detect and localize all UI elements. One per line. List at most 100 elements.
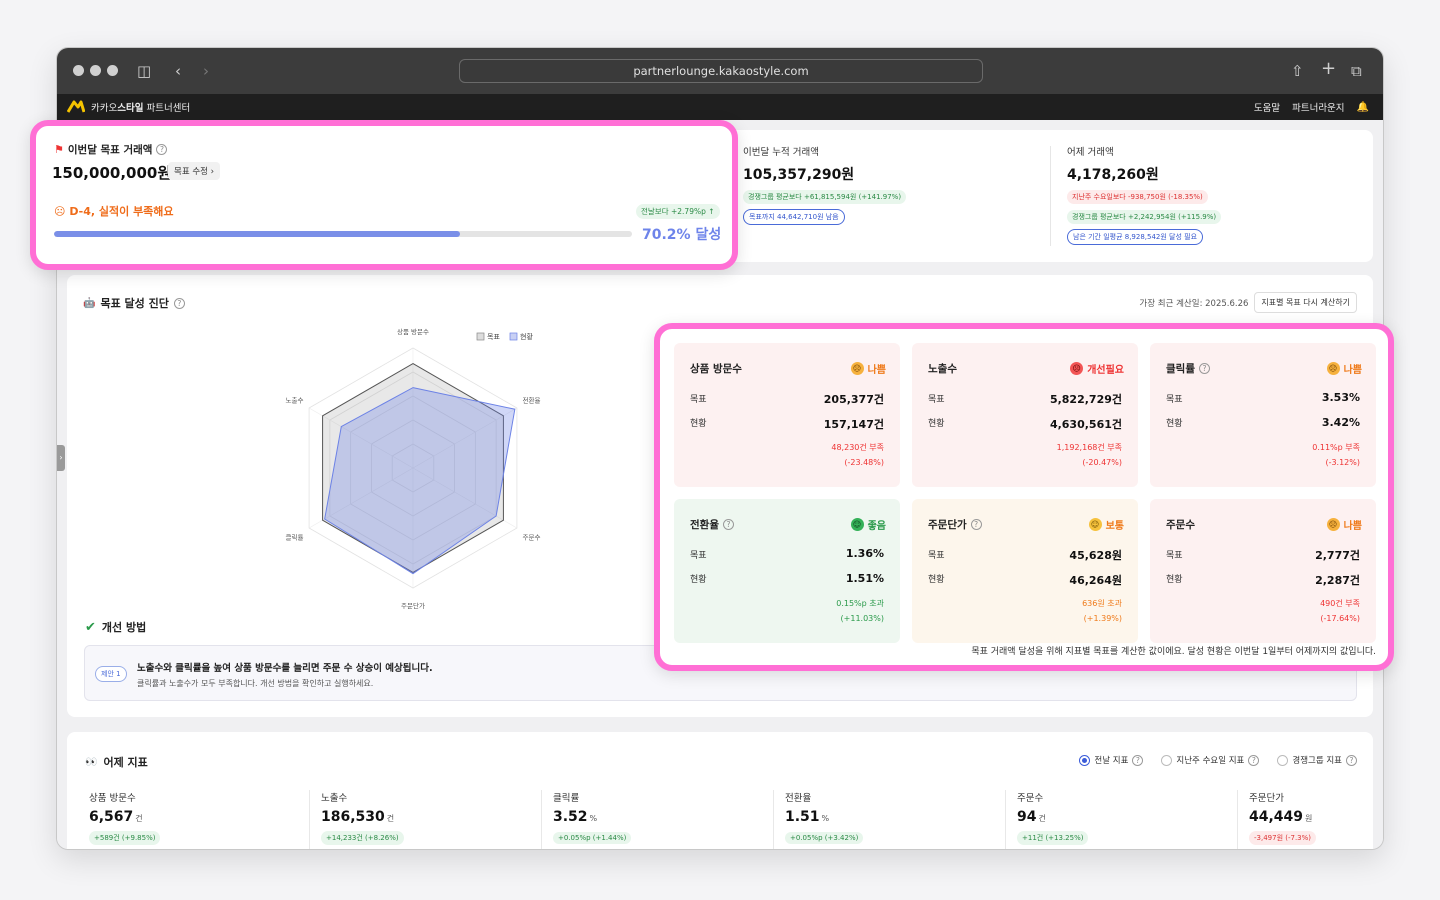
brand-title[interactable]: 카카오스타일 파트너센터 bbox=[91, 103, 191, 114]
goal-status-text: D-4, 실적이 부족해요 bbox=[69, 205, 174, 218]
current-value: 2,287건 bbox=[1315, 574, 1360, 587]
improve-title-text: 개선 방법 bbox=[101, 621, 147, 634]
kakaostyle-logo-icon[interactable] bbox=[67, 99, 85, 113]
indicator-card[interactable]: 상품 방문수 ☹ 나쁨 목표 205,377건 현황 157,147건 48,230건 부족(… bbox=[674, 343, 900, 487]
goal-progress-fill bbox=[54, 231, 460, 237]
target-value: 2,777건 bbox=[1315, 549, 1360, 562]
radar-axis-label: 노출수 bbox=[286, 396, 304, 405]
share-icon[interactable]: ⇧ bbox=[1291, 62, 1304, 80]
forward-icon[interactable]: › bbox=[203, 62, 209, 80]
last-week-compare-chip: 지난주 수요일보다 -938,750원 (-18.35%) bbox=[1067, 190, 1208, 204]
target-label: 목표 bbox=[928, 395, 945, 405]
target-label: 목표 bbox=[1166, 395, 1183, 405]
indicator-name: 노출수 bbox=[928, 363, 957, 375]
competitor-compare-chip: 경쟁그룹 평균보다 +2,242,954원 (+115.9%) bbox=[1067, 210, 1222, 224]
help-icon[interactable]: ? bbox=[1346, 754, 1357, 766]
target-value: 5,822,729건 bbox=[1049, 393, 1122, 406]
status-face-icon: ☹ bbox=[850, 362, 864, 375]
current-label: 현황 bbox=[1166, 419, 1183, 429]
indicator-name: 전환율? bbox=[690, 517, 734, 532]
current-label: 현황 bbox=[928, 575, 945, 585]
sidebar-expand-handle[interactable]: › bbox=[57, 445, 65, 471]
radar-legend: 목표 현황 bbox=[476, 332, 533, 341]
compare-radio-group: 전날 지표? 지난주 수요일 지표? 경쟁그룹 지표? bbox=[1079, 754, 1357, 766]
indicator-status: ☹ 나쁨 bbox=[1326, 361, 1362, 376]
radar-axis-label: 전환율 bbox=[522, 396, 540, 405]
indicator-card[interactable]: 노출수 ☹ 개선필요 목표 5,822,729건 현황 4,630,561건 1,192,16… bbox=[912, 343, 1138, 487]
suggestion-chip: 제안 1 bbox=[95, 666, 127, 682]
status-face-icon: ☺ bbox=[850, 518, 864, 531]
help-icon[interactable]: ? bbox=[722, 519, 734, 530]
goal-progress-bar bbox=[54, 231, 632, 237]
back-icon[interactable]: ‹ bbox=[175, 62, 181, 80]
status-face-icon: ☺ bbox=[1088, 518, 1102, 531]
yesterday-metric: 상품 방문수 6,567 건 +589건 (+9.85%) bbox=[89, 790, 161, 845]
yesterday-metric: 주문수 94 건 +11건 (+13.25%) bbox=[1017, 790, 1089, 845]
diff-value: 0.15%p 초과 (+11.03%) bbox=[836, 599, 884, 623]
indicator-grid: 상품 방문수 ☹ 나쁨 목표 205,377건 현황 157,147건 48,230건 부족(… bbox=[654, 323, 1394, 671]
diff-value: 1,192,168건 부족 (-20.47%) bbox=[1056, 443, 1122, 467]
help-icon[interactable]: ? bbox=[1132, 754, 1144, 766]
radar-axis-label: 주문단가 bbox=[401, 601, 425, 610]
target-label: 목표 bbox=[928, 551, 945, 561]
new-tab-icon[interactable]: + bbox=[1321, 58, 1337, 79]
eyes-icon: 👀 bbox=[85, 756, 98, 768]
help-link[interactable]: 도움말 bbox=[1253, 103, 1281, 114]
edit-goal-button[interactable]: 목표 수정 › bbox=[168, 162, 221, 180]
indicator-status: ☹ 나쁨 bbox=[850, 361, 886, 376]
indicator-status: ☹ 나쁨 bbox=[1326, 517, 1362, 532]
target-value: 205,377건 bbox=[823, 393, 884, 406]
metric-change-chip: +14,233건 (+8.26%) bbox=[321, 831, 404, 845]
indicator-card[interactable]: 주문단가? ☺ 보통 목표 45,628원 현황 46,264원 636원 초과 (+1.39%… bbox=[912, 499, 1138, 643]
calc-date: 가장 최근 계산일: 2025.6.26 bbox=[1139, 298, 1249, 309]
radar-axis-label: 클릭률 bbox=[286, 533, 304, 541]
metric-label: 주문수 bbox=[1017, 793, 1044, 804]
yesterday-metrics-card: 👀 어제 지표 전날 지표? 지난주 수요일 지표? 경쟁그룹 지표? 상품 방… bbox=[67, 732, 1373, 849]
app-header: 카카오스타일 파트너센터 도움말 파트너라운지 🔔 bbox=[57, 94, 1383, 120]
help-icon[interactable]: ? bbox=[1248, 754, 1260, 766]
tabs-overview-icon[interactable]: ⧉ bbox=[1351, 62, 1362, 80]
indicator-card[interactable]: 클릭률? ☹ 나쁨 목표 3.53% 현황 3.42% 0.11%p 부족 (-3.12%) bbox=[1150, 343, 1376, 487]
current-label: 현황 bbox=[928, 419, 945, 429]
metric-value: 94 건 bbox=[1017, 809, 1046, 825]
yesterday-metric: 전환율 1.51% +0.05%p (+3.42%) bbox=[785, 790, 864, 844]
radar-grid bbox=[308, 347, 518, 589]
help-icon[interactable]: ? bbox=[156, 144, 168, 155]
diff-value: 490건 부족 (-17.64%) bbox=[1320, 599, 1360, 623]
indicator-note: 목표 거래액 달성을 위해 지표별 목표를 계산한 값이에요. 달성 현황은 이… bbox=[971, 647, 1376, 657]
recalculate-button[interactable]: 지표별 목표 다시 계산하기 bbox=[1254, 292, 1357, 313]
current-label: 현황 bbox=[1166, 575, 1183, 585]
check-icon: ✔ bbox=[85, 619, 96, 635]
radio-prev-day[interactable]: 전날 지표? bbox=[1079, 754, 1144, 766]
bell-icon[interactable]: 🔔 bbox=[1356, 101, 1369, 113]
sidebar-toggle-icon[interactable]: ◫ bbox=[137, 62, 152, 80]
monthly-goal-card: ⚑ 이번달 목표 거래액 ? 150,000,000원 목표 수정 › ☹ D-… bbox=[30, 120, 738, 270]
indicator-name: 주문수 bbox=[1166, 519, 1195, 531]
yesterday-metric: 주문단가 44,449 원 -3,497원 (-7.3%) bbox=[1249, 790, 1317, 845]
indicator-card[interactable]: 주문수 ☹ 나쁨 목표 2,777건 현황 2,287건 490건 부족 (-17.64%) bbox=[1150, 499, 1376, 643]
partner-lounge-link[interactable]: 파트너라운지 bbox=[1292, 103, 1345, 114]
indicator-card[interactable]: 전환율? ☺ 좋음 목표 1.36% 현황 1.51% 0.15%p 초과 (+11.03%) bbox=[674, 499, 900, 643]
radio-last-week[interactable]: 지난주 수요일 지표? bbox=[1161, 754, 1260, 766]
competitor-compare-chip: 경쟁그룹 평균보다 +61,815,594원 (+141.97%) bbox=[743, 190, 907, 204]
goal-prev-change: 전날보다 +2.79%p ↑ bbox=[636, 204, 720, 219]
current-value: 1.51% bbox=[845, 572, 884, 585]
diagnosis-title: 🤖 목표 달성 진단 ? bbox=[83, 295, 185, 311]
daily-required-chip: 남은 기간 일평균 8,928,542원 달성 필요 bbox=[1067, 229, 1204, 245]
top-nav: 도움말 파트너라운지 🔔 bbox=[1253, 100, 1369, 115]
help-icon[interactable]: ? bbox=[1198, 363, 1210, 374]
metric-change-chip: -3,497원 (-7.3%) bbox=[1249, 831, 1317, 845]
radio-competitor[interactable]: 경쟁그룹 지표? bbox=[1277, 754, 1357, 766]
legend-current: 현황 bbox=[520, 332, 533, 341]
radar-axis-line bbox=[308, 467, 414, 529]
radar-axis-line bbox=[308, 407, 414, 469]
metric-change-chip: +0.05%p (+3.42%) bbox=[785, 832, 864, 844]
current-value: 46,264원 bbox=[1069, 574, 1122, 587]
help-icon[interactable]: ? bbox=[970, 519, 982, 530]
window-controls[interactable] bbox=[73, 65, 118, 76]
help-icon[interactable]: ? bbox=[173, 297, 185, 309]
address-bar[interactable]: partnerlounge.kakaostyle.com bbox=[459, 59, 983, 83]
robot-icon: 🤖 bbox=[83, 297, 96, 309]
diff-value: 636원 초과 (+1.39%) bbox=[1082, 599, 1122, 623]
